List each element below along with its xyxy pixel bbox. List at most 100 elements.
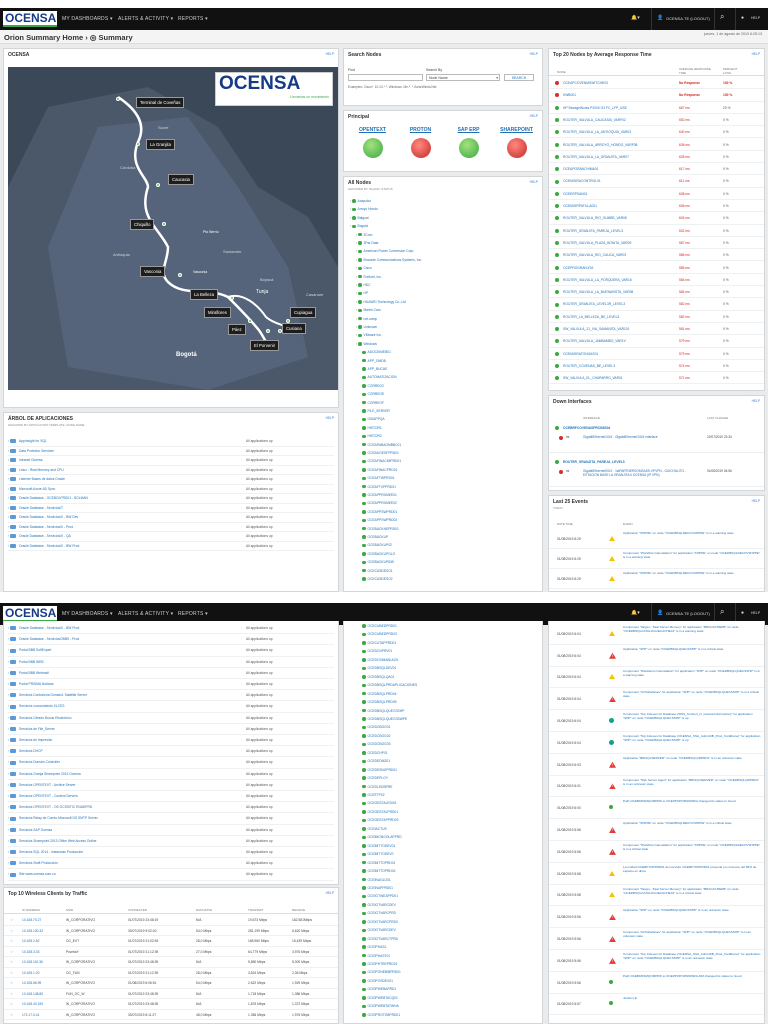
node-item[interactable]: OCEGESTALEDI01 xyxy=(362,799,397,807)
node-group[interactable]: › Martin Caro xyxy=(356,306,381,314)
node-name[interactable]: OCEDBSQLQA01 xyxy=(367,674,395,679)
event-row[interactable]: 01/08/2019 6:04! Component "All Databases… xyxy=(549,688,764,711)
top20-row[interactable]: ROUTER_VALVULA_JAMBAMBO_VAR1V 579 ms 0 % xyxy=(549,335,764,348)
event-row[interactable]: 01/08/2019 5:56! Application "SHPPE" on n… xyxy=(549,819,764,841)
pin-caucasia[interactable]: Caucasia xyxy=(168,174,194,185)
node-name[interactable]: OCEIMONGOLAPPRD xyxy=(367,835,402,840)
node-group[interactable]: › Balgual xyxy=(350,214,369,222)
event-text[interactable]: Component "Top Indexes for Database (OCE… xyxy=(623,952,761,960)
node-item[interactable]: OCEDCBOG01 xyxy=(362,723,390,731)
node-name[interactable]: OCEDCSIMABLACK xyxy=(367,657,399,662)
node-item[interactable]: OCECASDESO1 xyxy=(362,567,393,575)
node-name[interactable]: American Power Conversion Corp. xyxy=(363,249,415,254)
node-item[interactable]: OCEFTP02 xyxy=(362,791,385,799)
node-item[interactable]: FILE_SERVER xyxy=(362,407,390,415)
expand-caret-icon[interactable]: › xyxy=(8,782,11,787)
top20-row[interactable]: ROUTER_VALVULA_ARROYO_HONDO_VARF08 636 ms… xyxy=(549,139,764,151)
app-row[interactable]: › Microsoft Azure AD Sync All application… xyxy=(8,485,334,494)
node-group[interactable]: › Windows xyxy=(356,340,377,348)
node-name[interactable]: net-snmp xyxy=(363,316,378,321)
app-row[interactable]: › Servicios conocimiento XLCES All applic… xyxy=(8,701,334,713)
bell-icon[interactable]: 🔔▾ xyxy=(631,15,640,21)
app-row[interactable]: › Portal PRISMA Noticias All applications… xyxy=(8,679,334,691)
expand-caret-icon[interactable]: › xyxy=(8,827,11,832)
node-group[interactable]: › Brocade Communications Systems, Inc. xyxy=(356,256,422,264)
node-name[interactable]: OCEINAPPRD01 xyxy=(367,885,393,890)
node-name[interactable]: CORREOF xyxy=(367,400,385,405)
app-name[interactable]: Portal BBB SoftExpert xyxy=(19,648,52,653)
expand-caret-icon[interactable]: › xyxy=(8,467,11,472)
node-item[interactable]: OCEIPWEBTATWHA xyxy=(362,1002,399,1010)
node-name[interactable]: ROUTER_VALVULA_CAUCASIA_VARF02 xyxy=(563,117,626,122)
node-name[interactable]: OCEGESTAPPRD03 xyxy=(367,818,399,823)
node-item[interactable]: OCEDBSQLPRDAPLICACIONES xyxy=(362,681,417,689)
top20-row[interactable]: ROUTER_VALVULA_RIO_GUMBE_VAR08 604 ms 0 % xyxy=(549,212,764,225)
node-item[interactable]: OCEAPPRDMEE01 xyxy=(362,491,397,499)
expand-caret-icon[interactable]: › xyxy=(356,266,359,271)
node-name[interactable]: OCEGESTALEDI01 xyxy=(367,801,397,806)
node-name[interactable]: OCECUTAPPRD01 xyxy=(367,640,397,645)
node-item[interactable]: OCEBACKUPGLO xyxy=(362,550,395,558)
app-name[interactable]: Servicios Relay de Correo Microsoft DS S… xyxy=(19,816,98,821)
node-group[interactable]: › Acapulco xyxy=(350,197,371,205)
event-row[interactable]: 01/08/2019 6:00 Path OCEBKDSMQOMPRD to OC… xyxy=(549,797,764,820)
node-name[interactable]: OCEIOTVARCPRD xyxy=(367,911,397,916)
node-name[interactable]: OCEDBSQLPRD05 xyxy=(367,700,397,705)
search-input[interactable] xyxy=(348,74,423,81)
node-item[interactable]: APP_OMDB xyxy=(362,357,386,365)
node-name[interactable]: Arroyo Hondo xyxy=(357,207,378,212)
node-name[interactable]: APP_OMDB xyxy=(367,358,386,363)
down-help-link[interactable]: HELP xyxy=(751,399,760,403)
wireless-row[interactable]: ⌔ 172.17.0.41 W_CORPORATIVO 30/07/2019 6:11… xyxy=(4,1010,338,1020)
app-name[interactable]: Portal BBB Webmail xyxy=(19,670,49,675)
expand-caret-icon[interactable]: › xyxy=(8,448,11,453)
node-name[interactable]: OCEERPSAN01 xyxy=(563,191,588,196)
event-row[interactable]: 01/08/2019 6:04 Component "Workitems Canc… xyxy=(549,667,764,689)
node-item[interactable]: OCEAFINACPRD01 xyxy=(362,466,397,474)
expand-caret-icon[interactable]: › xyxy=(8,534,11,538)
event-row[interactable]: 01/08/2019 5:56 Path OCEBKDSMQOMPRD to OC… xyxy=(549,972,764,994)
app-row[interactable]: › Oracle Database - OCEBOLPRD01 - SOLMAN… xyxy=(8,494,334,504)
expand-caret-icon[interactable]: › xyxy=(356,299,359,304)
node-name[interactable]: OCECASDESO1 xyxy=(367,568,393,573)
node-name[interactable]: KWB001 xyxy=(563,93,577,98)
node-item[interactable]: OCEDBSQLQUECSSHP xyxy=(362,707,404,715)
top20-row[interactable]: OCEMIGRPATILLA001 606 ms 0 % xyxy=(549,200,764,213)
app-name[interactable]: AppInsight for SQL xyxy=(19,439,47,443)
wireless-row[interactable]: ⌔ 10.108.1.20 OC_FUN 01/07/2019 21:12:39 28,… xyxy=(4,968,338,978)
node-item[interactable]: OCECUBEDPRD01 xyxy=(362,622,397,630)
node-name[interactable]: OCEDBSQLQUECSSWPE xyxy=(367,716,408,721)
node-name[interactable]: ROUTER_VALVULA_LA_BUENAVISTA_VAR08 xyxy=(563,290,634,295)
event-row[interactable]: 01/08/2019 5:58 La unidad OCEBKTOPPRD01 d… xyxy=(549,863,764,885)
event-row[interactable]: 01/08/2019 6:01! Component "SQL Server Ag… xyxy=(549,776,764,798)
pin-vasconia[interactable]: Vasconia xyxy=(140,266,166,277)
expand-caret-icon[interactable]: › xyxy=(356,241,359,245)
app-row[interactable]: › Servicios SAP Ocensa All applications u… xyxy=(8,825,334,836)
app-name[interactable]: Servicios DHCP xyxy=(19,749,43,754)
app-row[interactable]: › Servicios SQL 2014 - Instancias Produc… xyxy=(8,847,334,859)
node-item[interactable]: OCEDEPLOY xyxy=(362,774,388,782)
event-row[interactable]: 01/08/2019 6:25 Application "SHPPE" on no… xyxy=(549,529,764,549)
top20-row[interactable]: OCEAPGRANCHIMA01 617 ms 0 % xyxy=(549,163,764,176)
search-help-link[interactable]: HELP xyxy=(529,52,538,56)
node-name[interactable]: OCEIMTTODEV0 xyxy=(367,852,394,857)
node-item[interactable]: OCEDLEDBPRE xyxy=(362,783,392,791)
node-item[interactable]: OCEIPHAST01 xyxy=(362,952,390,960)
node-name[interactable]: Balgual xyxy=(357,215,369,220)
node-group[interactable]: › Arroyo Hondo xyxy=(350,205,378,213)
node-name[interactable]: HISTOR1 xyxy=(367,425,382,430)
app-name[interactable]: Servicios Contraloría Domain1 Satellite … xyxy=(19,693,87,698)
node-name[interactable]: ROUTER_VALVULA_RIO_GUMBE_VAR08 xyxy=(563,216,627,221)
node-name[interactable]: OCEADGESFPRD01 xyxy=(367,451,399,455)
top20-help-link[interactable]: HELP xyxy=(751,52,760,56)
node-item[interactable]: OCEIOTVARCTPRD xyxy=(362,935,398,943)
event-text[interactable]: La unidad OCEBKTOPPRD01 del servidor OCE… xyxy=(623,864,757,873)
node-item[interactable]: OCEDBSQLQUECSSWPE xyxy=(362,715,407,723)
app-name[interactable]: Oracle Database - ServiciosXI - BW Dev xyxy=(19,515,79,519)
app-row[interactable]: › Oracle Database - ServiciosXI - Prod Al… xyxy=(8,523,334,532)
event-row[interactable]: 01/08/2019 6:04 Component "Target - Total… xyxy=(549,623,764,645)
node-name[interactable]: OCEIOTWEAPPD01 xyxy=(367,894,399,899)
app-row[interactable]: › Servicios OPENTEXT - OS OCSSITIC ENADP… xyxy=(8,802,334,814)
app-name[interactable]: Oracle Database - ServiciosXI - Prod xyxy=(19,524,74,529)
ocensa-logo[interactable]: OCENSA xyxy=(3,11,57,27)
